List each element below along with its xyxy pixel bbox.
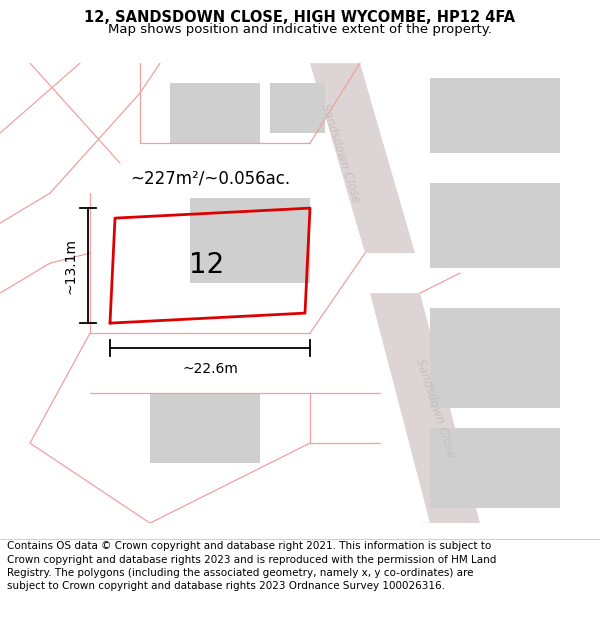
Bar [430,308,560,408]
Text: ~22.6m: ~22.6m [182,362,238,376]
Text: Map shows position and indicative extent of the property.: Map shows position and indicative extent… [108,22,492,36]
Text: 12: 12 [190,251,224,279]
Polygon shape [370,293,480,523]
Bar [430,428,560,508]
Bar [430,78,560,153]
Bar [430,183,560,268]
Text: Sandsdown Close: Sandsdown Close [413,357,457,459]
Bar [170,83,260,143]
Bar [190,198,310,283]
Text: Contains OS data © Crown copyright and database right 2021. This information is : Contains OS data © Crown copyright and d… [7,541,497,591]
Bar [270,83,325,133]
Text: ~227m²/~0.056ac.: ~227m²/~0.056ac. [130,169,290,187]
Polygon shape [310,63,415,253]
Text: ~13.1m: ~13.1m [64,238,78,294]
Bar [150,393,260,463]
Text: Sandsdown Close: Sandsdown Close [318,102,362,204]
Text: 12, SANDSDOWN CLOSE, HIGH WYCOMBE, HP12 4FA: 12, SANDSDOWN CLOSE, HIGH WYCOMBE, HP12 … [85,11,515,26]
